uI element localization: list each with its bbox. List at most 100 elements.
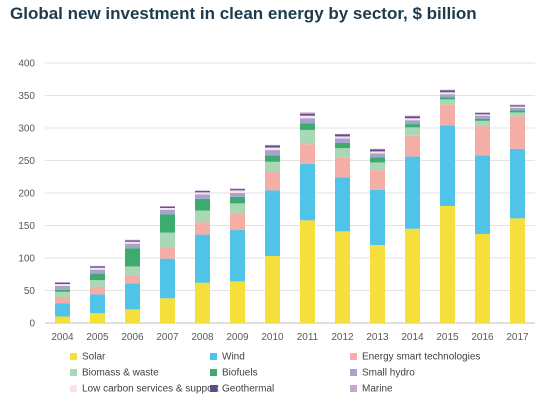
y-tick-label: 50 [24, 286, 36, 297]
bar-segment: Solar 2013: 120 [370, 245, 385, 323]
bar-segment: Biofuels 2017: 3 [510, 110, 525, 113]
bar-segment: Marine 2013: 1 [370, 148, 385, 150]
y-tick-label: 150 [18, 221, 35, 232]
legend-label: Small hydro [362, 368, 415, 379]
bar-segment: Marine 2014: 1 [405, 115, 420, 117]
bar-segment: Small hydro 2005: 6 [90, 269, 105, 274]
x-tick-label: 2005 [86, 332, 109, 343]
bar-segment: Wind 2004: 20 [55, 303, 70, 317]
bar-segment: Wind 2010: 101 [265, 190, 280, 257]
bar-segment: Energy smart technologies 2004: 10 [55, 297, 70, 304]
bar-segment: Biomass & waste 2009: 15 [230, 203, 245, 214]
x-tick-label: 2014 [401, 332, 424, 343]
bar-segment: Marine 2012: 1 [335, 133, 350, 135]
bar-segment: Biofuels 2011: 10 [300, 123, 315, 130]
legend-label: Biomass & waste [82, 368, 159, 379]
bar-segment: Wind 2009: 79 [230, 230, 245, 282]
bar-segment: Energy smart technologies 2008: 19 [195, 222, 210, 235]
bar-segment: Energy smart technologies 2006: 13 [125, 274, 140, 284]
x-tick-label: 2012 [331, 332, 354, 343]
bar-segment: Geothermal 2004: 2 [55, 282, 70, 284]
legend-label: Marine [362, 384, 393, 395]
bar-segment: Biofuels 2016: 3 [475, 118, 490, 121]
bar-segment: Low carbon services & support 2012: 3 [335, 136, 350, 139]
bar-segment: Biofuels 2014: 5 [405, 124, 420, 128]
legend-swatch [210, 369, 217, 376]
bar-segment: Wind 2007: 61 [160, 258, 175, 299]
bar-segment: Geothermal 2015: 3 [440, 90, 455, 93]
bar-segment: Solar 2008: 62 [195, 282, 210, 323]
y-tick-label: 250 [18, 156, 35, 167]
x-tick-label: 2011 [297, 332, 319, 343]
legend-swatch [350, 353, 357, 360]
bar-segment: Biofuels 2004: 3 [55, 289, 70, 292]
x-tick-label: 2013 [366, 332, 389, 343]
bar-segment: Biomass & waste 2008: 18 [195, 210, 210, 223]
bar-segment: Wind 2012: 83 [335, 177, 350, 232]
bar-segment: Biofuels 2007: 28 [160, 214, 175, 233]
bar-segment: Solar 2016: 137 [475, 233, 490, 323]
bar-segment: Energy smart technologies 2012: 30 [335, 157, 350, 178]
bar-segment: Low carbon services & support 2016: 2 [475, 114, 490, 116]
bar-segment: Low carbon services & support 2006: 3 [125, 241, 140, 244]
bar-segment: Marine 2010: 1 [265, 144, 280, 146]
legend: Solar Wind Energy smart technologies Biomas… [70, 352, 480, 395]
bar-segment: Solar 2006: 21 [125, 309, 140, 323]
bar-segment: Energy smart technologies 2013: 30 [370, 170, 385, 190]
legend-label: Low carbon services & support [82, 384, 219, 395]
bar-segment: Solar 2004: 10 [55, 316, 70, 323]
bar-segment: Biomass & waste 2014: 13 [405, 127, 420, 136]
bar-segment: Geothermal 2007: 2 [160, 206, 175, 208]
x-tick-label: 2004 [51, 332, 74, 343]
x-tick-label: 2008 [191, 332, 214, 343]
x-tick-label: 2007 [156, 332, 179, 343]
bar-segment: Biomass & waste 2017: 6 [510, 112, 525, 117]
bar-segment: Geothermal 2006: 2 [125, 240, 140, 242]
bar-segment: Low carbon services & support 2015: 3 [440, 92, 455, 95]
bar-segment: Geothermal 2013: 3 [370, 149, 385, 152]
bar-segment: Geothermal 2010: 3 [265, 145, 280, 148]
bar-segment: Solar 2007: 38 [160, 298, 175, 323]
bar-segment: Energy smart technologies 2016: 45 [475, 126, 490, 156]
y-tick-label: 300 [18, 124, 35, 135]
bar-segment: Solar 2014: 145 [405, 228, 420, 323]
bar-segment: Biomass & waste 2015: 8 [440, 99, 455, 105]
legend-label: Energy smart technologies [362, 352, 480, 363]
y-tick-label: 350 [18, 91, 35, 102]
legend-swatch [70, 353, 77, 360]
legend-label: Geothermal [222, 384, 274, 395]
legend-swatch [70, 369, 77, 376]
bar-segment: Small hydro 2017: 4 [510, 107, 525, 111]
legend-swatch [210, 385, 217, 392]
bar-segment: Low carbon services & support 2013: 3 [370, 151, 385, 154]
legend-label: Solar [82, 352, 106, 363]
bar-segment: Small hydro 2008: 7 [195, 194, 210, 199]
bar-segment: Biofuels 2013: 8 [370, 157, 385, 163]
bar-segment: Wind 2006: 40 [125, 283, 140, 310]
bar-segment: Biomass & waste 2012: 15 [335, 148, 350, 158]
bar-segment: Low carbon services & support 2007: 3 [160, 207, 175, 210]
bar-segment: Geothermal 2008: 2 [195, 191, 210, 193]
bar-segment: Marine 2008: 1 [195, 190, 210, 192]
bar-segment: Geothermal 2005: 2 [90, 266, 105, 268]
bar-segment: Small hydro 2011: 8 [300, 118, 315, 124]
legend-label: Biofuels [222, 368, 258, 379]
legend-swatch [350, 369, 357, 376]
bar-segment: Solar 2012: 141 [335, 231, 350, 323]
bar-segment: Solar 2010: 103 [265, 256, 280, 323]
bar-segment: Solar 2009: 64 [230, 281, 245, 323]
bar-segment: Geothermal 2012: 3 [335, 134, 350, 137]
bar-segment: Energy smart technologies 2015: 32 [440, 104, 455, 126]
bar-segment: Marine 2006: 1 [125, 239, 140, 241]
bar-segment: Geothermal 2011: 3 [300, 113, 315, 116]
bar-segment: Biomass & waste 2006: 13 [125, 266, 140, 275]
bars: Solar 2004: 10Wind 2004: 20Energy smart … [55, 89, 525, 323]
bar-segment: Geothermal 2014: 3 [405, 116, 420, 119]
bar-segment: Biomass & waste 2010: 15 [265, 161, 280, 172]
bar-segment: Low carbon services & support 2008: 3 [195, 192, 210, 195]
bar-segment: Biomass & waste 2005: 10 [90, 280, 105, 287]
bar-segment: Marine 2005: 1 [90, 265, 105, 267]
bar-segment: Biofuels 2008: 18 [195, 198, 210, 211]
bar-segment: Energy smart technologies 2011: 30 [300, 144, 315, 164]
x-tick-label: 2017 [506, 332, 529, 343]
